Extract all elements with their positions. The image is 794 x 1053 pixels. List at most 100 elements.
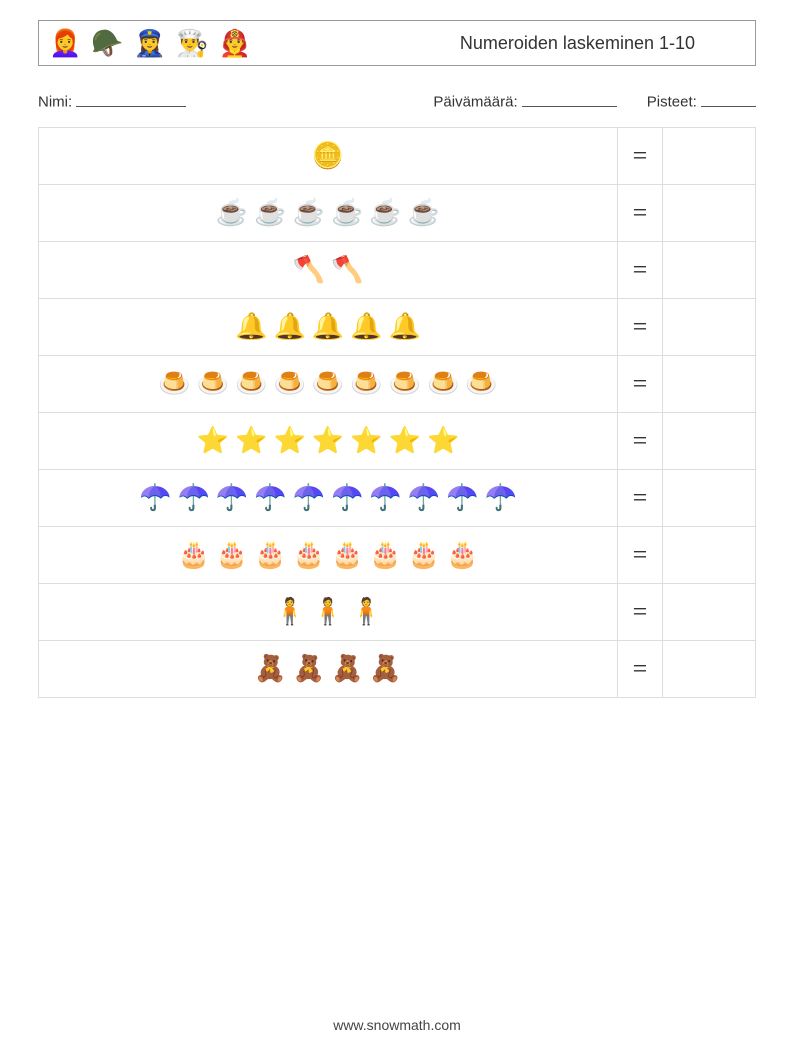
- count-icon: 🧸: [369, 655, 401, 681]
- equals-cell: =: [618, 127, 663, 184]
- count-icon: ☕: [254, 199, 286, 225]
- count-icon: 🎂: [216, 541, 248, 567]
- count-icon: ☂️: [293, 484, 325, 510]
- table-row: 🧸🧸🧸🧸=: [39, 640, 756, 697]
- items-cell: 🎂🎂🎂🎂🎂🎂🎂🎂: [39, 526, 618, 583]
- date-field: Päivämäärä:: [433, 92, 616, 111]
- count-icon: 🍮: [273, 370, 305, 396]
- score-blank[interactable]: [701, 92, 756, 107]
- count-icon: 🧍: [312, 598, 344, 624]
- answer-cell[interactable]: [663, 412, 756, 469]
- count-icon: ⭐: [427, 427, 459, 453]
- table-row: ⭐⭐⭐⭐⭐⭐⭐ =: [39, 412, 756, 469]
- equals-cell: =: [618, 241, 663, 298]
- answer-cell[interactable]: [663, 127, 756, 184]
- answer-cell[interactable]: [663, 583, 756, 640]
- answer-cell[interactable]: [663, 469, 756, 526]
- table-row: ☕☕☕☕☕☕=: [39, 184, 756, 241]
- meta-row: Nimi: Päivämäärä: Pisteet:: [38, 92, 756, 111]
- count-icon: 🎂: [446, 541, 478, 567]
- count-icon: 🪙: [312, 142, 344, 168]
- count-icon: ⭐: [312, 427, 344, 453]
- table-row: 🔔🔔🔔🔔🔔=: [39, 298, 756, 355]
- count-icon: 🎂: [293, 541, 325, 567]
- answer-cell[interactable]: [663, 298, 756, 355]
- item-icons: 🎂🎂🎂🎂🎂🎂🎂🎂: [178, 541, 479, 567]
- count-icon: 🪓: [293, 256, 325, 282]
- count-icon: 🧸: [331, 655, 363, 681]
- score-field: Pisteet:: [647, 92, 756, 111]
- count-icon: 🍮: [312, 370, 344, 396]
- count-icon: 🧍: [350, 598, 382, 624]
- count-icon: ☂️: [178, 484, 210, 510]
- count-icon: ☂️: [408, 484, 440, 510]
- answer-cell[interactable]: [663, 526, 756, 583]
- items-cell: ☂️☂️☂️☂️☂️☂️☂️☂️☂️☂️: [39, 469, 618, 526]
- score-label: Pisteet:: [647, 94, 697, 111]
- count-icon: 🔔: [273, 313, 305, 339]
- equals-cell: =: [618, 526, 663, 583]
- answer-cell[interactable]: [663, 184, 756, 241]
- count-icon: 🔔: [235, 313, 267, 339]
- soldier-icon: 🪖: [91, 30, 123, 56]
- count-icon: ☂️: [446, 484, 478, 510]
- count-icon: 🔔: [350, 313, 382, 339]
- count-icon: 🔔: [312, 313, 344, 339]
- equals-cell: =: [618, 583, 663, 640]
- table-row: 🧍🧍🧍=: [39, 583, 756, 640]
- police-icon: 👮‍♀️: [134, 30, 166, 56]
- table-row: 🪓🪓 =: [39, 241, 756, 298]
- items-cell: ⭐⭐⭐⭐⭐⭐⭐: [39, 412, 618, 469]
- equals-cell: =: [618, 412, 663, 469]
- count-icon: ⭐: [389, 427, 421, 453]
- count-icon: ☂️: [139, 484, 171, 510]
- count-icon: ☂️: [485, 484, 517, 510]
- date-label: Päivämäärä:: [433, 94, 517, 111]
- items-cell: 🪓🪓: [39, 241, 618, 298]
- header-people-icons: 👩‍🦰 🪖 👮‍♀️ 👨‍🍳 👨‍🚒: [39, 30, 251, 56]
- item-icons: ⭐⭐⭐⭐⭐⭐⭐: [197, 427, 460, 453]
- equals-cell: =: [618, 355, 663, 412]
- count-icon: 🍮: [465, 370, 497, 396]
- items-cell: 🧍🧍🧍: [39, 583, 618, 640]
- count-icon: 🍮: [197, 370, 229, 396]
- answer-cell[interactable]: [663, 355, 756, 412]
- worksheet-page: 👩‍🦰 🪖 👮‍♀️ 👨‍🍳 👨‍🚒 Numeroiden laskeminen…: [0, 0, 794, 1053]
- table-row: 🪙=: [39, 127, 756, 184]
- count-icon: 🎂: [369, 541, 401, 567]
- count-icon: ☕: [216, 199, 248, 225]
- count-icon: 🧍: [273, 598, 305, 624]
- count-icon: 🍮: [350, 370, 382, 396]
- count-icon: ⭐: [350, 427, 382, 453]
- equals-cell: =: [618, 298, 663, 355]
- count-icon: 🍮: [158, 370, 190, 396]
- count-icon: 🔔: [389, 313, 421, 339]
- date-blank[interactable]: [522, 92, 617, 107]
- count-icon: 🎂: [178, 541, 210, 567]
- count-icon: 🎂: [408, 541, 440, 567]
- count-icon: ☕: [331, 199, 363, 225]
- answer-cell[interactable]: [663, 640, 756, 697]
- item-icons: 🧍🧍🧍: [273, 598, 382, 624]
- header-box: 👩‍🦰 🪖 👮‍♀️ 👨‍🍳 👨‍🚒 Numeroiden laskeminen…: [38, 20, 756, 66]
- items-cell: 🪙: [39, 127, 618, 184]
- items-cell: 🧸🧸🧸🧸: [39, 640, 618, 697]
- count-icon: 🍮: [427, 370, 459, 396]
- items-cell: 🔔🔔🔔🔔🔔: [39, 298, 618, 355]
- count-icon: ☕: [408, 199, 440, 225]
- table-row: 🎂🎂🎂🎂🎂🎂🎂🎂 =: [39, 526, 756, 583]
- counting-table: 🪙=☕☕☕☕☕☕=🪓🪓=🔔🔔🔔🔔🔔=🍮🍮🍮🍮🍮🍮🍮🍮🍮=⭐⭐⭐⭐⭐⭐⭐=☂️☂️…: [38, 127, 756, 698]
- items-cell: 🍮🍮🍮🍮🍮🍮🍮🍮🍮: [39, 355, 618, 412]
- page-title: Numeroiden laskeminen 1-10: [460, 33, 695, 54]
- name-blank[interactable]: [76, 92, 186, 107]
- item-icons: 🪓🪓: [293, 256, 364, 282]
- item-icons: 🍮🍮🍮🍮🍮🍮🍮🍮🍮: [158, 370, 497, 396]
- name-label: Nimi:: [38, 94, 72, 111]
- answer-cell[interactable]: [663, 241, 756, 298]
- count-icon: ☕: [293, 199, 325, 225]
- item-icons: 🧸🧸🧸🧸: [254, 655, 402, 681]
- footer-link: www.snowmath.com: [0, 1017, 794, 1033]
- table-row: 🍮🍮🍮🍮🍮🍮🍮🍮🍮 =: [39, 355, 756, 412]
- count-icon: ⭐: [273, 427, 305, 453]
- count-icon: ☕: [369, 199, 401, 225]
